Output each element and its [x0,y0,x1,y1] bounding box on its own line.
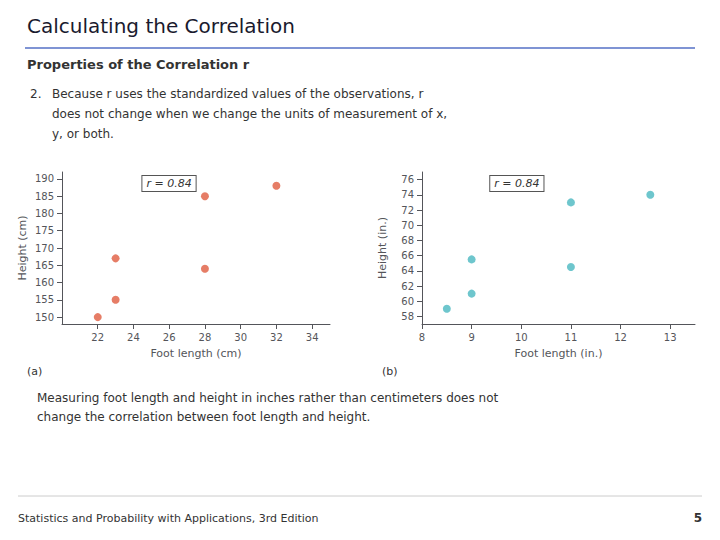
svg-text:175: 175 [35,225,54,236]
svg-text:Because r uses the standardize: Because r uses the standardized values o… [52,87,423,101]
svg-text:Measuring foot length and heig: Measuring foot length and height in inch… [37,391,498,405]
svg-text:70: 70 [401,220,414,231]
svg-text:5: 5 [694,511,702,525]
svg-text:Properties of the Correlation: Properties of the Correlation r [27,57,250,72]
svg-text:76: 76 [401,174,414,185]
svg-text:68: 68 [401,235,414,246]
svg-text:change the correlation between: change the correlation between foot leng… [37,410,370,424]
svg-text:(a): (a) [27,365,42,378]
svg-text:180: 180 [35,208,54,219]
svg-text:y, or both.: y, or both. [52,127,114,141]
svg-text:72: 72 [401,205,414,216]
svg-text:Height (in.): Height (in.) [376,217,389,279]
svg-text:Height (cm): Height (cm) [16,215,29,280]
svg-text:170: 170 [35,243,54,254]
svg-text:Statistics and Probability wit: Statistics and Probability with Applicat… [18,512,319,525]
svg-text:9: 9 [468,332,474,343]
svg-text:Foot length (in.): Foot length (in.) [515,347,603,360]
svg-text:74: 74 [401,189,414,200]
svg-text:Calculating the Correlation: Calculating the Correlation [27,14,295,38]
svg-text:32: 32 [270,332,283,343]
svg-text:60: 60 [401,296,414,307]
svg-text:26: 26 [163,332,176,343]
svg-text:165: 165 [35,260,54,271]
svg-text:24: 24 [127,332,140,343]
svg-text:34: 34 [306,332,319,343]
svg-text:58: 58 [401,311,414,322]
svg-text:66: 66 [401,250,414,261]
svg-text:190: 190 [35,173,54,184]
svg-text:13: 13 [664,332,677,343]
svg-text:62: 62 [401,281,414,292]
svg-text:does not change when we change: does not change when we change the units… [52,107,447,121]
svg-text:155: 155 [35,294,54,305]
svg-text:150: 150 [35,312,54,323]
svg-text:(b): (b) [382,365,398,378]
svg-text:r = 0.84: r = 0.84 [494,177,539,190]
svg-text:12: 12 [614,332,627,343]
svg-text:8: 8 [419,332,425,343]
svg-text:64: 64 [401,265,414,276]
svg-text:10: 10 [515,332,528,343]
svg-text:11: 11 [565,332,578,343]
svg-text:185: 185 [35,191,54,202]
svg-text:30: 30 [234,332,247,343]
svg-text:22: 22 [91,332,104,343]
svg-text:160: 160 [35,277,54,288]
svg-text:28: 28 [199,332,212,343]
svg-text:r = 0.84: r = 0.84 [146,177,191,190]
svg-text:2.: 2. [30,87,41,101]
svg-text:Foot length (cm): Foot length (cm) [150,347,241,360]
